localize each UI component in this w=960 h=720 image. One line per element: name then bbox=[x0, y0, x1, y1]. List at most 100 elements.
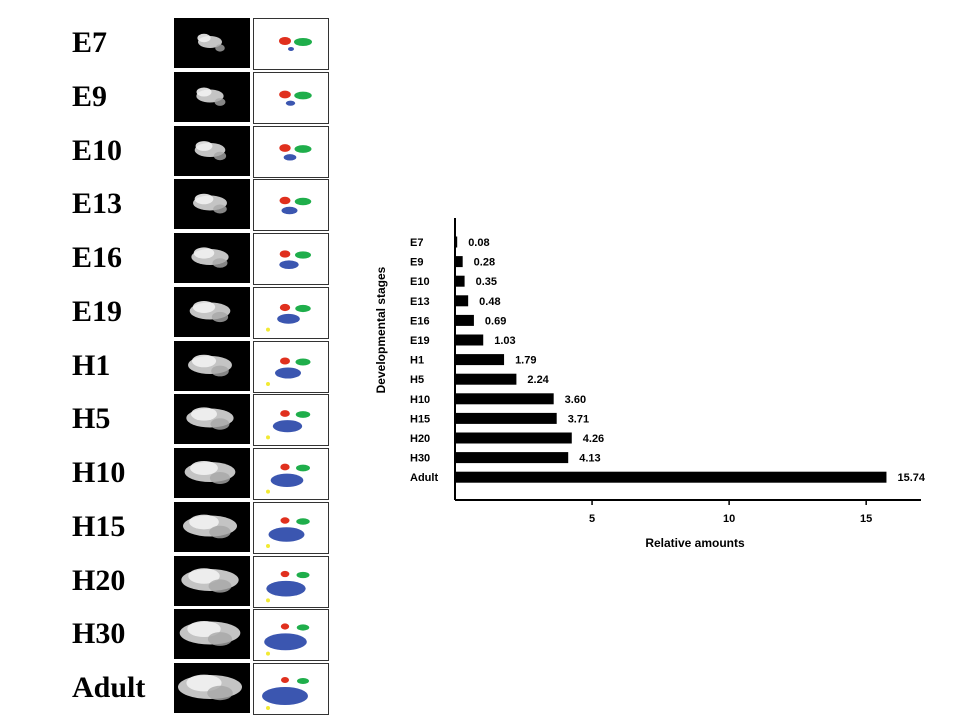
tissue-signal-core bbox=[189, 514, 219, 530]
tissue-signal-lobe bbox=[210, 418, 230, 430]
stage-label: H30 bbox=[72, 617, 126, 651]
region-green bbox=[294, 38, 312, 46]
region-green bbox=[297, 678, 309, 684]
bar bbox=[455, 334, 484, 346]
value-label: 0.48 bbox=[479, 296, 500, 308]
value-label: 3.60 bbox=[565, 394, 586, 406]
stage-label: E9 bbox=[72, 79, 108, 113]
tissue-signal-lobe bbox=[215, 44, 225, 52]
category-label: E16 bbox=[410, 315, 430, 327]
region-red bbox=[280, 623, 290, 630]
tissue-signal-core bbox=[190, 407, 218, 421]
region-yellow bbox=[266, 597, 270, 602]
region-blue bbox=[277, 313, 300, 324]
region-green bbox=[296, 571, 310, 578]
grayscale-section-image bbox=[174, 555, 250, 606]
grayscale-section-image bbox=[174, 448, 250, 498]
category-label: H5 bbox=[410, 374, 424, 386]
segmentation-map bbox=[253, 286, 329, 339]
tissue-signal-lobe bbox=[208, 578, 232, 593]
segmentation-map bbox=[253, 18, 329, 70]
region-yellow bbox=[266, 381, 270, 386]
region-yellow bbox=[266, 435, 270, 440]
value-label: 15.74 bbox=[897, 472, 925, 484]
stage-label: H20 bbox=[72, 563, 126, 597]
bar bbox=[455, 236, 458, 248]
grayscale-section-image bbox=[174, 71, 250, 122]
segmentation-map bbox=[253, 609, 329, 662]
stage-label: E13 bbox=[72, 187, 123, 221]
region-yellow bbox=[266, 706, 270, 710]
category-label: H10 bbox=[410, 394, 430, 406]
category-label: E10 bbox=[410, 276, 430, 288]
grayscale-section-image bbox=[174, 663, 250, 713]
region-blue bbox=[283, 153, 297, 160]
grayscale-section-image bbox=[174, 394, 250, 445]
region-green bbox=[294, 144, 312, 153]
bar bbox=[455, 354, 505, 366]
region-green bbox=[294, 91, 312, 100]
relative-amounts-chart: E7 0.08 E9 0.28 E10 0.35 E13 0.48 E16 0.69 E19 1.03… bbox=[374, 218, 926, 550]
segmentation-map bbox=[253, 340, 329, 393]
category-label: H15 bbox=[410, 413, 430, 425]
category-label: H30 bbox=[410, 453, 430, 465]
bar bbox=[455, 373, 517, 385]
grayscale-section-image bbox=[174, 501, 250, 552]
region-green bbox=[296, 624, 310, 631]
region-yellow bbox=[266, 327, 270, 332]
stage-label: E7 bbox=[72, 26, 108, 59]
segmentation-map bbox=[253, 233, 329, 285]
tissue-signal-core bbox=[188, 567, 220, 584]
segmentation-map bbox=[253, 448, 329, 500]
region-red bbox=[279, 197, 291, 205]
region-blue bbox=[262, 687, 308, 705]
region-red bbox=[279, 143, 291, 152]
category-label: E13 bbox=[410, 296, 430, 308]
region-yellow bbox=[266, 489, 270, 494]
grayscale-section-image bbox=[174, 179, 250, 230]
category-label: H1 bbox=[410, 355, 424, 367]
value-label: 4.13 bbox=[579, 453, 600, 465]
grayscale-section-image bbox=[174, 125, 250, 176]
region-red bbox=[280, 463, 290, 471]
tissue-signal-lobe bbox=[209, 472, 231, 484]
category-label: H20 bbox=[410, 433, 430, 445]
stage-label: E10 bbox=[72, 133, 123, 167]
stage-label: E19 bbox=[72, 294, 123, 328]
value-label: 0.08 bbox=[468, 237, 489, 249]
bar bbox=[455, 452, 569, 464]
region-yellow bbox=[266, 651, 270, 656]
stage-label: H1 bbox=[72, 348, 111, 382]
y-axis-title: Developmental stages bbox=[374, 266, 388, 393]
region-blue bbox=[288, 47, 294, 51]
grayscale-section-image bbox=[174, 340, 250, 391]
bar bbox=[455, 471, 887, 483]
bar bbox=[455, 275, 465, 287]
region-blue bbox=[275, 367, 301, 378]
region-green bbox=[295, 251, 311, 259]
region-green bbox=[296, 464, 310, 472]
region-blue bbox=[266, 580, 306, 596]
tissue-signal-lobe bbox=[213, 204, 227, 214]
region-red bbox=[279, 250, 291, 258]
category-label: E7 bbox=[410, 237, 423, 249]
region-red bbox=[280, 357, 290, 364]
tissue-signal-lobe bbox=[212, 258, 228, 268]
x-axis-title: Relative amounts bbox=[645, 536, 745, 550]
tissue-signal-core bbox=[194, 194, 214, 205]
segmentation-map bbox=[253, 663, 329, 715]
segmentation-map bbox=[253, 179, 329, 232]
bar bbox=[455, 314, 474, 326]
region-green bbox=[294, 198, 312, 206]
bar bbox=[455, 393, 554, 405]
tissue-signal-core bbox=[197, 33, 211, 43]
tissue-signal-core bbox=[193, 247, 215, 259]
stage-label: Adult bbox=[72, 671, 146, 704]
category-label: E9 bbox=[410, 257, 423, 269]
tissue-signal-core bbox=[190, 461, 218, 475]
region-red bbox=[280, 410, 290, 418]
x-tick-label: 15 bbox=[860, 513, 872, 525]
stage-label: H15 bbox=[72, 509, 126, 543]
stage-label: H5 bbox=[72, 402, 111, 436]
tissue-signal-core bbox=[191, 354, 217, 367]
